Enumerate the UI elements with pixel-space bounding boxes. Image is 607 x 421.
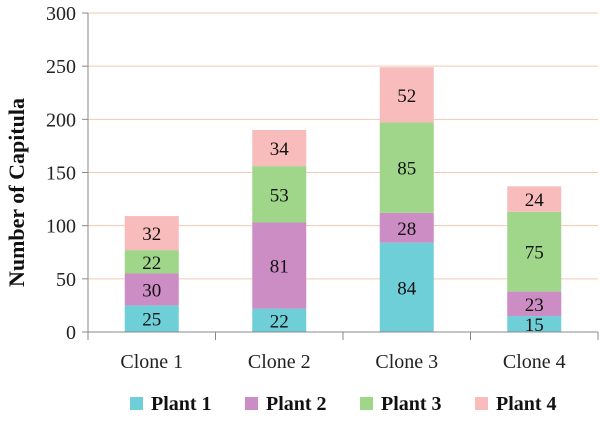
bar-clone-1-plant-2 [124, 273, 179, 306]
bar-clone-2-plant-3 [252, 166, 307, 223]
data-label-clone-3-plant-4: 52 [397, 86, 416, 107]
bar-clone-1-plant-4 [124, 216, 179, 251]
bar-clone-4-plant-1 [507, 316, 562, 332]
bars [124, 67, 562, 332]
bar-clone-3-plant-4 [379, 67, 434, 123]
data-label-clone-2-plant-4: 34 [270, 139, 290, 160]
y-tick-label-50: 50 [56, 269, 76, 291]
data-label-clone-2-plant-3: 53 [270, 185, 289, 206]
bar-clone-4-plant-3 [507, 211, 562, 292]
y-tick-label-300: 300 [46, 3, 76, 25]
data-label-clone-4-plant-4: 24 [525, 190, 545, 211]
bar-clone-4-plant-2 [507, 291, 562, 317]
bar-clone-2-plant-4 [252, 129, 307, 167]
data-label-clone-4-plant-1: 15 [525, 315, 544, 336]
data-label-clone-4-plant-2: 23 [525, 295, 544, 316]
bar-clone-3-plant-2 [379, 212, 434, 243]
data-label-clone-3-plant-1: 84 [397, 278, 417, 299]
data-label-clone-2-plant-2: 81 [270, 257, 289, 278]
legend-label-0: Plant 1 [151, 393, 212, 415]
y-axis-title: Number of Capitula [4, 98, 29, 287]
data-label-clone-1-plant-2: 30 [142, 280, 161, 301]
legend-swatch-3 [475, 397, 488, 410]
data-label-clone-4-plant-3: 75 [525, 243, 544, 264]
x-category-label-3: Clone 4 [503, 351, 566, 373]
legend-swatch-1 [245, 397, 258, 410]
x-category-label-2: Clone 3 [375, 351, 438, 373]
y-tick-label-0: 0 [66, 322, 76, 344]
legend-swatch-0 [130, 397, 143, 410]
axes: 0 50 100 150 200 250 300 Clone 1 Clone 2 Clone 3 C… [4, 3, 599, 373]
y-tick-label-250: 250 [46, 56, 76, 78]
legend: Plant 1 Plant 2 Plant 3 Plant 4 [130, 393, 557, 415]
bar-clone-1-plant-3 [124, 250, 179, 274]
legend-label-2: Plant 3 [381, 393, 442, 415]
data-label-clone-1-plant-4: 32 [142, 224, 161, 245]
data-label-clone-1-plant-1: 25 [142, 310, 161, 331]
data-label-clone-1-plant-3: 22 [142, 253, 161, 274]
y-tick-label-200: 200 [46, 109, 76, 131]
bar-clone-2-plant-2 [252, 222, 307, 309]
bar-clone-2-plant-1 [252, 308, 307, 332]
bar-clone-3-plant-1 [379, 242, 434, 332]
bar-clone-3-plant-3 [379, 122, 434, 213]
data-label-clone-2-plant-1: 22 [270, 311, 289, 332]
y-tick-label-150: 150 [46, 163, 76, 185]
data-label-clone-3-plant-3: 85 [397, 159, 416, 180]
data-label-clone-3-plant-2: 28 [397, 219, 416, 240]
legend-label-1: Plant 2 [266, 393, 327, 415]
x-category-label-1: Clone 2 [248, 351, 311, 373]
legend-swatch-2 [360, 397, 373, 410]
bar-clone-1-plant-1 [124, 305, 179, 332]
x-category-label-0: Clone 1 [120, 351, 183, 373]
bar-clone-4-plant-4 [507, 186, 562, 212]
y-tick-label-100: 100 [46, 216, 76, 238]
legend-label-3: Plant 4 [496, 393, 557, 415]
